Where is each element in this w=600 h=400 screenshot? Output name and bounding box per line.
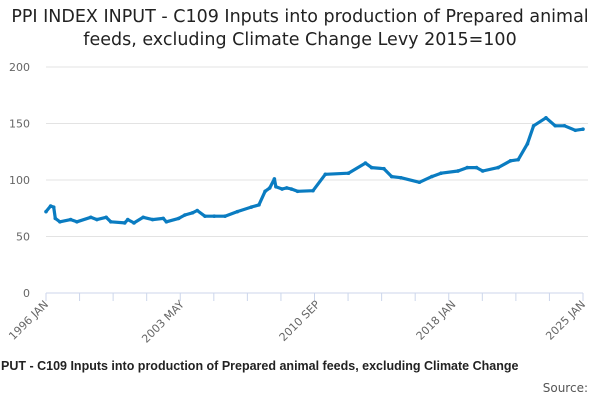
- data-point: [223, 214, 227, 218]
- data-point: [284, 186, 289, 190]
- data-point: [562, 123, 567, 128]
- data-point: [44, 209, 48, 214]
- data-point: [508, 158, 513, 163]
- data-point: [382, 166, 386, 171]
- data-point: [496, 165, 500, 170]
- data-point: [263, 189, 267, 194]
- y-tick-label: 50: [16, 231, 30, 244]
- data-point: [150, 217, 155, 222]
- data-point: [272, 177, 277, 181]
- data-point: [132, 221, 136, 225]
- x-tick-label: 2003 MAY: [139, 298, 187, 346]
- data-point: [257, 203, 261, 207]
- source-label: Source:: [542, 381, 588, 395]
- data-point: [212, 214, 216, 218]
- data-point: [53, 216, 58, 221]
- data-point: [95, 217, 99, 222]
- data-point: [573, 128, 578, 133]
- data-point: [581, 127, 585, 131]
- data-point: [274, 184, 278, 189]
- chart-title: PPI INDEX INPUT - C109 Inputs into produ…: [11, 7, 589, 50]
- data-point: [544, 116, 548, 120]
- data-point: [480, 169, 485, 173]
- data-point: [399, 175, 403, 180]
- data-point: [525, 142, 530, 146]
- data-point: [161, 216, 166, 221]
- y-tick-label: 200: [9, 61, 30, 74]
- y-tick-label: 150: [9, 118, 30, 131]
- chart-caption: PUT - C109 Inputs into production of Pre…: [1, 359, 600, 373]
- data-point: [164, 220, 169, 224]
- caption-text: PUT - C109 Inputs into production of Pre…: [1, 359, 519, 373]
- data-point: [516, 157, 520, 162]
- data-point: [141, 215, 146, 220]
- data-point: [553, 123, 558, 128]
- data-point: [122, 221, 127, 225]
- data-point: [249, 205, 254, 209]
- data-point: [429, 174, 434, 179]
- data-point: [48, 204, 53, 208]
- y-tick-label: 0: [23, 287, 30, 300]
- data-point: [51, 205, 56, 209]
- data-point: [439, 171, 443, 176]
- data-point: [531, 123, 536, 128]
- data-point: [363, 161, 368, 165]
- data-point: [190, 210, 195, 215]
- series-line: [44, 116, 584, 225]
- x-tick-label: 1996 JAN: [6, 298, 51, 343]
- data-point: [289, 187, 294, 191]
- data-point: [323, 172, 328, 177]
- data-point: [295, 189, 300, 194]
- x-tick-label: 2025 JAN: [543, 298, 588, 343]
- data-point: [75, 220, 79, 224]
- data-point: [68, 217, 73, 222]
- data-point: [88, 215, 93, 220]
- data-point: [474, 165, 479, 170]
- data-point: [183, 213, 187, 217]
- data-point: [104, 215, 108, 220]
- data-point: [417, 180, 422, 185]
- data-point: [389, 174, 394, 179]
- data-point: [456, 169, 460, 173]
- data-point: [58, 220, 62, 224]
- data-point: [267, 186, 272, 190]
- data-point: [235, 209, 240, 214]
- x-tick-label: 2018 JAN: [414, 298, 459, 343]
- data-point: [176, 216, 181, 221]
- y-tick-label: 100: [9, 174, 30, 187]
- data-point: [311, 188, 315, 193]
- x-tick-label: 2010 SEP: [277, 298, 323, 344]
- data-point: [280, 187, 284, 191]
- data-point: [465, 165, 470, 170]
- data-point: [109, 220, 113, 224]
- data-point: [203, 214, 207, 218]
- data-point: [125, 217, 130, 222]
- data-point: [195, 208, 200, 213]
- data-point: [369, 165, 374, 170]
- data-point: [346, 171, 351, 176]
